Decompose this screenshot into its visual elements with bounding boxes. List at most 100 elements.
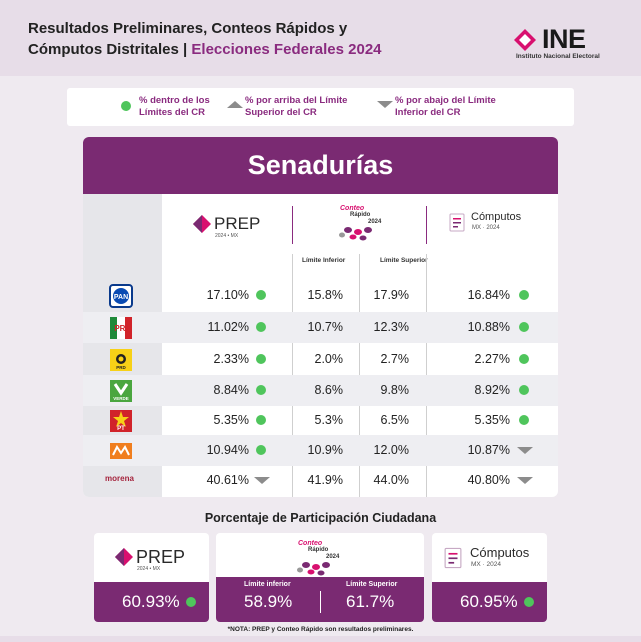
prep-value: 40.61%	[206, 473, 249, 487]
computos-logo: Cómputos MX · 2024	[449, 211, 539, 235]
green-dot-icon	[519, 322, 529, 332]
participation-prep-box: PREP 2024 • MX 60.93%	[94, 533, 209, 622]
limit-superior-value: 9.8%	[380, 383, 410, 397]
ine-logo-icon	[514, 29, 536, 51]
limit-inferior-value: 5.3%	[314, 413, 344, 427]
participation-computos-label: Cómputos	[470, 545, 530, 560]
participation-computos-logo: Cómputos MX · 2024	[444, 545, 544, 569]
result-row-pan: PAN 17.10% 15.8% 17.9% 16.84%	[83, 280, 558, 311]
bottom-band	[0, 636, 641, 642]
limit-inferior-value: 8.6%	[314, 383, 344, 397]
svg-text:VERDE: VERDE	[113, 396, 129, 401]
conteo-rapido-logo: Conteo Rápido 2024	[334, 204, 390, 242]
header-divider-1	[292, 206, 293, 244]
svg-text:PRI: PRI	[114, 324, 127, 333]
participation-conteo-band: Límite inferior 58.9% Límite Superior 61…	[216, 577, 424, 622]
triangle-down-icon	[377, 101, 393, 108]
legend-within-label: % dentro de los Límites del CR	[139, 95, 210, 118]
prep-value: 2.33%	[213, 352, 249, 366]
prep-logo-text: PREP	[214, 214, 261, 233]
participation-conteo-logo: Conteo Rápido 2024	[292, 539, 348, 577]
result-row-pri: PRI 11.02% 10.7% 12.3% 10.88%	[83, 312, 558, 343]
conteo-rapido-icon	[339, 227, 372, 241]
conteo-rapido-icon	[297, 562, 330, 576]
conteo-line-2: Rápido	[308, 547, 329, 553]
conteo-line-3: 2024	[326, 554, 340, 560]
triangle-down-icon	[254, 477, 270, 484]
prep-logo-icon	[193, 215, 211, 233]
green-dot-icon	[186, 597, 196, 607]
computos-icon	[444, 547, 462, 569]
triangle-down-icon	[517, 477, 533, 484]
pri-logo-icon: PRI	[110, 317, 132, 339]
green-dot-icon	[256, 354, 266, 364]
computos-value: 2.27%	[474, 352, 510, 366]
limit-superior-value: 12.0%	[373, 443, 409, 457]
computos-label: Cómputos	[471, 211, 522, 223]
header-divider-2	[426, 206, 427, 244]
limit-superior-value: 2.7%	[380, 352, 410, 366]
triangle-down-icon	[517, 447, 533, 454]
triangle-up-icon	[227, 101, 243, 108]
computos-value: 5.35%	[474, 413, 510, 427]
page-title: Resultados Preliminares, Conteos Rápidos…	[28, 18, 448, 60]
ine-logo-sub: Instituto Nacional Electoral	[516, 53, 600, 60]
ine-logo-name: INE	[542, 24, 586, 54]
ine-logo: INE Instituto Nacional Electoral	[514, 24, 619, 60]
prep-value: 17.10%	[206, 288, 249, 302]
verde-logo-icon: VERDE	[110, 380, 132, 402]
limit-inferior-value: 15.8%	[307, 288, 343, 302]
limit-inferior-value: 41.9%	[307, 473, 343, 487]
limits-row: Límite Inferior Límite Superior	[162, 255, 558, 280]
conteo-line-1: Conteo	[298, 540, 323, 547]
participation-computos-box: Cómputos MX · 2024 60.95%	[432, 533, 547, 622]
conteo-line-2: Rápido	[350, 212, 371, 218]
green-dot-icon	[524, 597, 534, 607]
green-dot-icon	[256, 445, 266, 455]
green-dot-icon	[519, 290, 529, 300]
conteo-line-3: 2024	[368, 219, 382, 225]
result-row-pt: PT 5.35% 5.3% 6.5% 5.35%	[83, 405, 558, 436]
morena-logo: morena	[105, 474, 134, 483]
participation-computos-sub: MX · 2024	[471, 561, 501, 568]
computos-value: 10.87%	[467, 443, 510, 457]
green-dot-icon	[256, 290, 266, 300]
pan-logo-icon: PAN	[109, 284, 133, 308]
participation-prep-value-band: 60.93%	[94, 582, 209, 622]
participation-prep-logo: PREP 2024 • MX	[114, 547, 194, 572]
title-accent: Elecciones Federales 2024	[191, 41, 382, 58]
pt-logo-icon: PT	[110, 410, 132, 432]
participation-limit-inf-value: 58.9%	[244, 592, 293, 611]
result-row-verde: VERDE 8.84% 8.6% 9.8% 8.92%	[83, 375, 558, 406]
participation-computos-value-band: 60.95%	[432, 582, 547, 622]
header-band	[0, 0, 641, 76]
computos-value: 16.84%	[467, 288, 510, 302]
green-dot-icon	[256, 415, 266, 425]
prep-logo-icon	[115, 548, 133, 566]
computos-value: 10.88%	[467, 320, 510, 334]
prep-value: 10.94%	[206, 443, 249, 457]
participation-limit-inf-label: Límite inferior	[244, 581, 291, 588]
result-row-prd: PRD 2.33% 2.0% 2.7% 2.27%	[83, 344, 558, 375]
footnote: *NOTA: PREP y Conteo Rápido son resultad…	[227, 626, 414, 633]
participation-prep-label: PREP	[136, 547, 186, 567]
title-line-2-a: Cómputos Distritales |	[28, 41, 192, 58]
participation-computos-value: 60.95%	[460, 592, 518, 611]
limit-inferior-label: Límite Inferior	[302, 257, 346, 264]
conteo-line-1: Conteo	[340, 205, 365, 212]
legend: % dentro de los Límites del CR % por arr…	[67, 88, 574, 126]
prep-logo-sub: 2024 • MX	[215, 233, 239, 239]
computos-icon	[449, 213, 465, 232]
prep-value: 8.84%	[213, 383, 249, 397]
limit-inferior-value: 10.7%	[307, 320, 343, 334]
participation-limit-sup-label: Límite Superior	[346, 581, 398, 588]
title-line-2: Cómputos Distritales | Elecciones Federa…	[28, 39, 448, 60]
prd-logo-icon: PRD	[110, 349, 132, 371]
legend-below-label: % por abajo del Límite Inferior del CR	[395, 95, 496, 118]
svg-text:PT: PT	[117, 426, 125, 432]
svg-text:PAN: PAN	[114, 294, 128, 301]
svg-text:PRD: PRD	[116, 365, 126, 370]
card-title: Senadurías	[83, 137, 558, 194]
prep-value: 11.02%	[207, 320, 249, 334]
limit-superior-value: 44.0%	[373, 473, 409, 487]
